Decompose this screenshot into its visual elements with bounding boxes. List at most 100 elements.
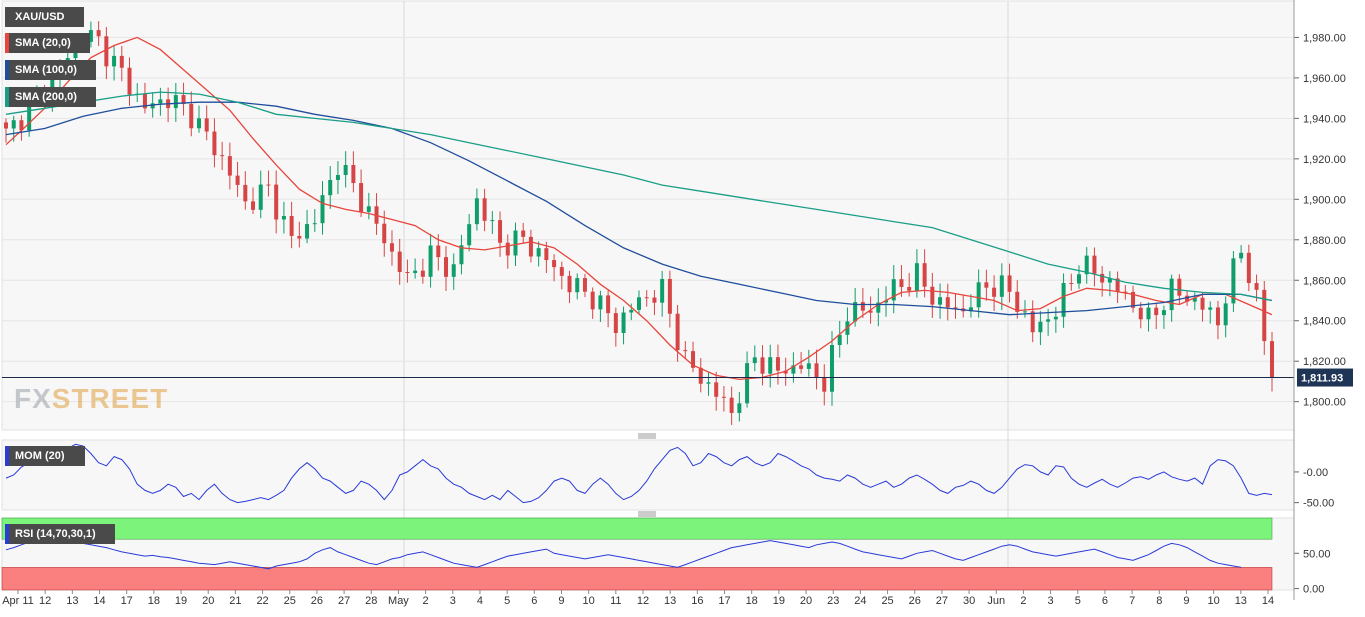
candle-body xyxy=(312,223,317,225)
x-tick-label: May xyxy=(388,595,409,607)
price-tick-label: 1,900.00 xyxy=(1303,194,1346,206)
candle-body xyxy=(721,396,726,398)
candle-body xyxy=(984,282,989,288)
x-tick-label: 9 xyxy=(558,595,564,607)
x-tick-label: 18 xyxy=(148,595,160,607)
candle-body xyxy=(775,357,780,371)
candle-body xyxy=(922,263,927,287)
rsi-tick-label: 50.00 xyxy=(1303,548,1331,560)
candle-body xyxy=(567,275,572,293)
candle-body xyxy=(235,175,240,185)
x-tick-label: Jun xyxy=(987,595,1005,607)
x-tick-label: 16 xyxy=(691,595,703,607)
candle-body xyxy=(1169,278,1174,311)
candle-body xyxy=(173,95,178,109)
candle-body xyxy=(953,307,958,309)
x-tick-label: 9 xyxy=(1183,595,1189,607)
candle-body xyxy=(343,164,348,176)
legend-sma-100: SMA (100,0) xyxy=(5,60,96,80)
legend-sma-20-label: SMA (20,0) xyxy=(15,37,71,49)
candle-body xyxy=(498,220,503,243)
legend-sma-200: SMA (200,0) xyxy=(5,87,96,107)
candle-body xyxy=(513,230,518,256)
candle-body xyxy=(405,271,410,273)
x-tick-label: 5 xyxy=(504,595,510,607)
candle-body xyxy=(907,286,912,291)
candle-body xyxy=(853,302,858,322)
candle-body xyxy=(490,220,495,222)
candle-body xyxy=(119,55,124,68)
price-tick-label: 1,980.00 xyxy=(1303,32,1346,44)
x-tick-label: 17 xyxy=(718,595,730,607)
x-tick-label: 19 xyxy=(773,595,785,607)
candle-body xyxy=(683,350,688,352)
x-tick-label: 5 xyxy=(1075,595,1081,607)
candle-body xyxy=(822,377,827,392)
candle-body xyxy=(582,278,587,292)
sma-line-1 xyxy=(5,101,1273,316)
price-tick-label: 1,940.00 xyxy=(1303,113,1346,125)
candle-body xyxy=(27,100,32,131)
candle-body xyxy=(899,279,904,287)
x-tick-label: 19 xyxy=(175,595,187,607)
candle-body xyxy=(96,30,101,37)
legend-mom-swatch xyxy=(5,446,9,466)
candle-body xyxy=(521,230,526,237)
candle-body xyxy=(938,297,943,305)
candle-body xyxy=(389,243,394,252)
candle-body xyxy=(613,313,618,334)
candle-body xyxy=(1231,258,1236,304)
price-tick-label: 1,800.00 xyxy=(1303,397,1346,409)
candle-body xyxy=(11,120,16,129)
candle-body xyxy=(181,95,186,104)
x-tick-label: 13 xyxy=(664,595,676,607)
candle-body xyxy=(359,183,364,212)
candle-body xyxy=(1223,303,1228,326)
candle-body xyxy=(366,206,371,212)
x-tick-label: Apr 11 xyxy=(2,595,34,607)
x-tick-label: 12 xyxy=(637,595,649,607)
candle-body xyxy=(1146,307,1151,320)
rsi-tick-label: 0.00 xyxy=(1303,584,1324,596)
candle-body xyxy=(1084,255,1089,275)
candle-body xyxy=(258,184,263,210)
candle-body xyxy=(1138,307,1143,320)
candle-body xyxy=(1185,295,1190,302)
price-tick-label: 1,840.00 xyxy=(1303,316,1346,328)
price-tick-label: 1,880.00 xyxy=(1303,235,1346,247)
mom-tick-label: -0.00 xyxy=(1303,467,1328,479)
candle-body xyxy=(1007,275,1012,292)
candle-body xyxy=(274,184,279,220)
candle-body xyxy=(806,363,811,369)
x-tick-label: 27 xyxy=(936,595,948,607)
candle-body xyxy=(768,357,773,374)
rsi-line xyxy=(5,535,1242,570)
legend-sma-20: SMA (20,0) xyxy=(5,33,90,53)
candle-body xyxy=(1246,252,1251,284)
x-tick-label: 12 xyxy=(39,595,51,607)
candle-body xyxy=(204,118,209,132)
candle-body xyxy=(914,263,919,291)
x-tick-label: 18 xyxy=(746,595,758,607)
candle-body xyxy=(4,122,8,129)
candle-body xyxy=(459,245,464,265)
candle-body xyxy=(1046,319,1051,322)
candle-body xyxy=(212,131,217,156)
x-tick-label: 2 xyxy=(423,595,429,607)
sma-line-0 xyxy=(5,36,1273,381)
candle-body xyxy=(19,120,24,131)
candle-body xyxy=(691,351,696,368)
candle-body xyxy=(189,103,194,129)
x-tick-label: 7 xyxy=(1129,595,1135,607)
candle-body xyxy=(552,260,557,268)
candle-body xyxy=(482,198,487,221)
price-tick-label: 1,960.00 xyxy=(1303,73,1346,85)
candle-body xyxy=(868,310,873,313)
candle-body xyxy=(752,357,757,364)
candle-body xyxy=(1131,291,1136,308)
candle-body xyxy=(536,248,541,257)
candle-body xyxy=(1061,283,1066,317)
candle-body xyxy=(891,279,896,301)
x-tick-label: 3 xyxy=(1048,595,1054,607)
candle-body xyxy=(783,370,788,374)
